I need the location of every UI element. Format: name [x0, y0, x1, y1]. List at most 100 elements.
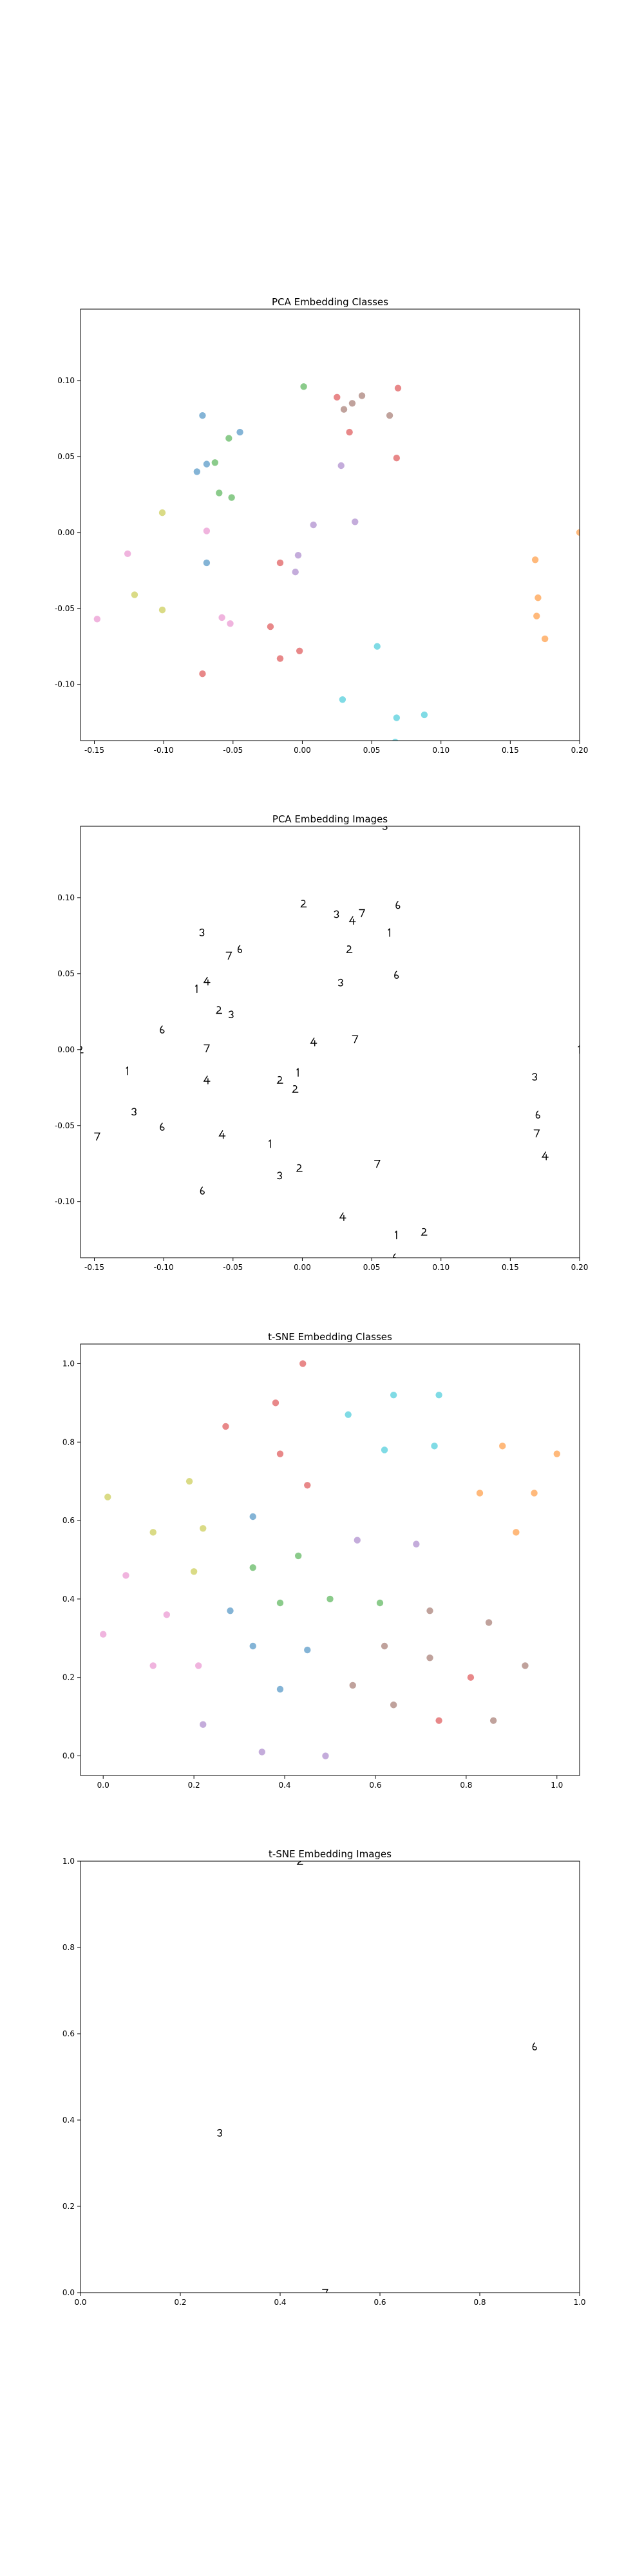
scatter-point	[535, 594, 542, 601]
digit-image-marker	[346, 945, 353, 953]
digit-image-marker	[394, 971, 399, 979]
scatter-point	[381, 1446, 388, 1454]
digit-image-marker	[421, 1227, 428, 1236]
scatter-point	[390, 1391, 397, 1399]
scatter-point	[93, 616, 101, 623]
x-tick-label: 0.20	[571, 1263, 589, 1272]
scatter-point	[394, 384, 402, 392]
chart-title: t-SNE Embedding Images	[269, 1848, 392, 1860]
scatter-point	[227, 620, 234, 627]
scatter-point	[299, 1360, 307, 1367]
x-tick-label: 1.0	[551, 1781, 563, 1790]
scatter-point	[276, 1450, 284, 1457]
scatter-point	[334, 393, 341, 401]
scatter-point	[393, 454, 401, 462]
digit-image-marker	[296, 1068, 299, 1077]
scatter-point	[304, 1646, 311, 1654]
scatter-point	[203, 460, 211, 468]
scatter-point	[276, 1599, 284, 1607]
digit-image-marker	[310, 1037, 317, 1046]
plot-frame	[80, 1343, 580, 1776]
points-group	[93, 383, 580, 741]
digit-image-marker	[322, 2289, 328, 2293]
scatter-point	[267, 623, 274, 630]
digit-image-marker	[532, 2042, 537, 2050]
scatter-point	[104, 1493, 111, 1501]
y-tick-label: 0.0	[62, 2288, 75, 2297]
x-tick-label: 0.6	[369, 1781, 381, 1790]
y-tick-label: 0.05	[57, 452, 75, 461]
x-tick-label: 0.8	[460, 1781, 472, 1790]
plot-frame	[80, 826, 580, 1258]
x-tick-label: 1.0	[573, 2298, 585, 2307]
scatter-point	[249, 1564, 256, 1571]
scatter-point	[185, 1477, 193, 1485]
digit-image-marker	[395, 900, 401, 909]
scatter-point	[345, 1411, 352, 1418]
scatter-point	[393, 714, 401, 721]
scatter-point	[211, 459, 219, 466]
digit-image-marker	[374, 1159, 381, 1168]
scatter-point	[522, 1662, 529, 1669]
scatter-point	[304, 1482, 311, 1489]
digit-image-marker	[203, 976, 211, 986]
scatter-point	[381, 1642, 388, 1650]
digit-image-marker	[218, 1130, 226, 1139]
scatter-point	[200, 1525, 207, 1532]
scatter-point	[272, 1399, 279, 1406]
scatter-point	[310, 521, 317, 529]
digit-image-marker	[160, 1025, 165, 1034]
x-tick-label: 0.00	[294, 1263, 311, 1272]
plot-frame	[80, 1861, 580, 2293]
scatter-point	[149, 1662, 156, 1669]
scatter-point	[158, 606, 166, 614]
scatter-point	[513, 1529, 520, 1536]
scatter-point	[340, 406, 348, 413]
digit-image-marker	[269, 1139, 271, 1148]
chart-panel-4: 0.0 0.2 0.4 0.6 0.8 1.0 0.0 0.2 0.4 0.6 0.8 1.0 t-SN…	[62, 1848, 586, 2307]
scatter-point	[258, 1748, 266, 1756]
digit-image-marker	[296, 1164, 303, 1172]
scatter-point	[203, 527, 211, 535]
chart-panel-2: -0.15 -0.10 -0.05 0.00 0.05 0.10 0.15 0.20 -0.10…	[55, 813, 588, 1272]
digit-image-marker	[334, 910, 339, 918]
scatter-point	[421, 711, 428, 719]
x-tick-label: 0.6	[374, 2298, 386, 2307]
digit-image-marker	[160, 1122, 165, 1131]
x-tick-label: 0.05	[363, 1263, 381, 1272]
x-tick-label: -0.10	[154, 746, 174, 755]
digit-image-marker	[359, 909, 366, 918]
y-tick-label: -0.10	[55, 680, 75, 689]
points-group	[100, 1360, 560, 1759]
scatter-point	[163, 1611, 171, 1618]
digit-image-marker	[541, 1151, 549, 1160]
digit-image-marker	[200, 1186, 205, 1195]
scatter-point	[531, 556, 539, 564]
x-tick-label: 0.15	[502, 746, 519, 755]
scatter-point	[339, 696, 346, 703]
y-tick-label: 0.4	[62, 1595, 75, 1604]
chart-title: PCA Embedding Images	[272, 813, 388, 825]
x-tick-label: 0.15	[502, 1263, 519, 1272]
y-tick-label: 0.8	[62, 1437, 75, 1446]
scatter-point	[413, 1540, 420, 1548]
scatter-point	[249, 1642, 256, 1650]
y-tick-label: -0.05	[55, 1121, 75, 1130]
scatter-point	[467, 1674, 475, 1681]
scatter-point	[294, 1552, 302, 1560]
digit-image-marker	[535, 1110, 540, 1119]
x-tick-label: -0.15	[84, 1263, 104, 1272]
x-tick-label: 0.4	[274, 2298, 286, 2307]
scatter-point	[349, 1681, 356, 1689]
digit-image-marker	[395, 1230, 397, 1240]
scatter-point	[216, 489, 223, 497]
scatter-point	[541, 635, 549, 643]
chart-panel-3: 0.0 0.2 0.4 0.6 0.8 1.0 0.0 0.2 0.4 0.6 0.8 1.0 t-SN…	[62, 1331, 580, 1790]
scatter-point	[376, 1599, 384, 1607]
x-tick-label: 0.4	[278, 1781, 290, 1790]
x-tick-label: 0.8	[473, 2298, 486, 2307]
x-tick-label: -0.10	[154, 1263, 174, 1272]
scatter-point	[499, 1443, 506, 1450]
digit-image-marker	[237, 945, 243, 953]
digit-image-marker	[277, 1171, 282, 1180]
